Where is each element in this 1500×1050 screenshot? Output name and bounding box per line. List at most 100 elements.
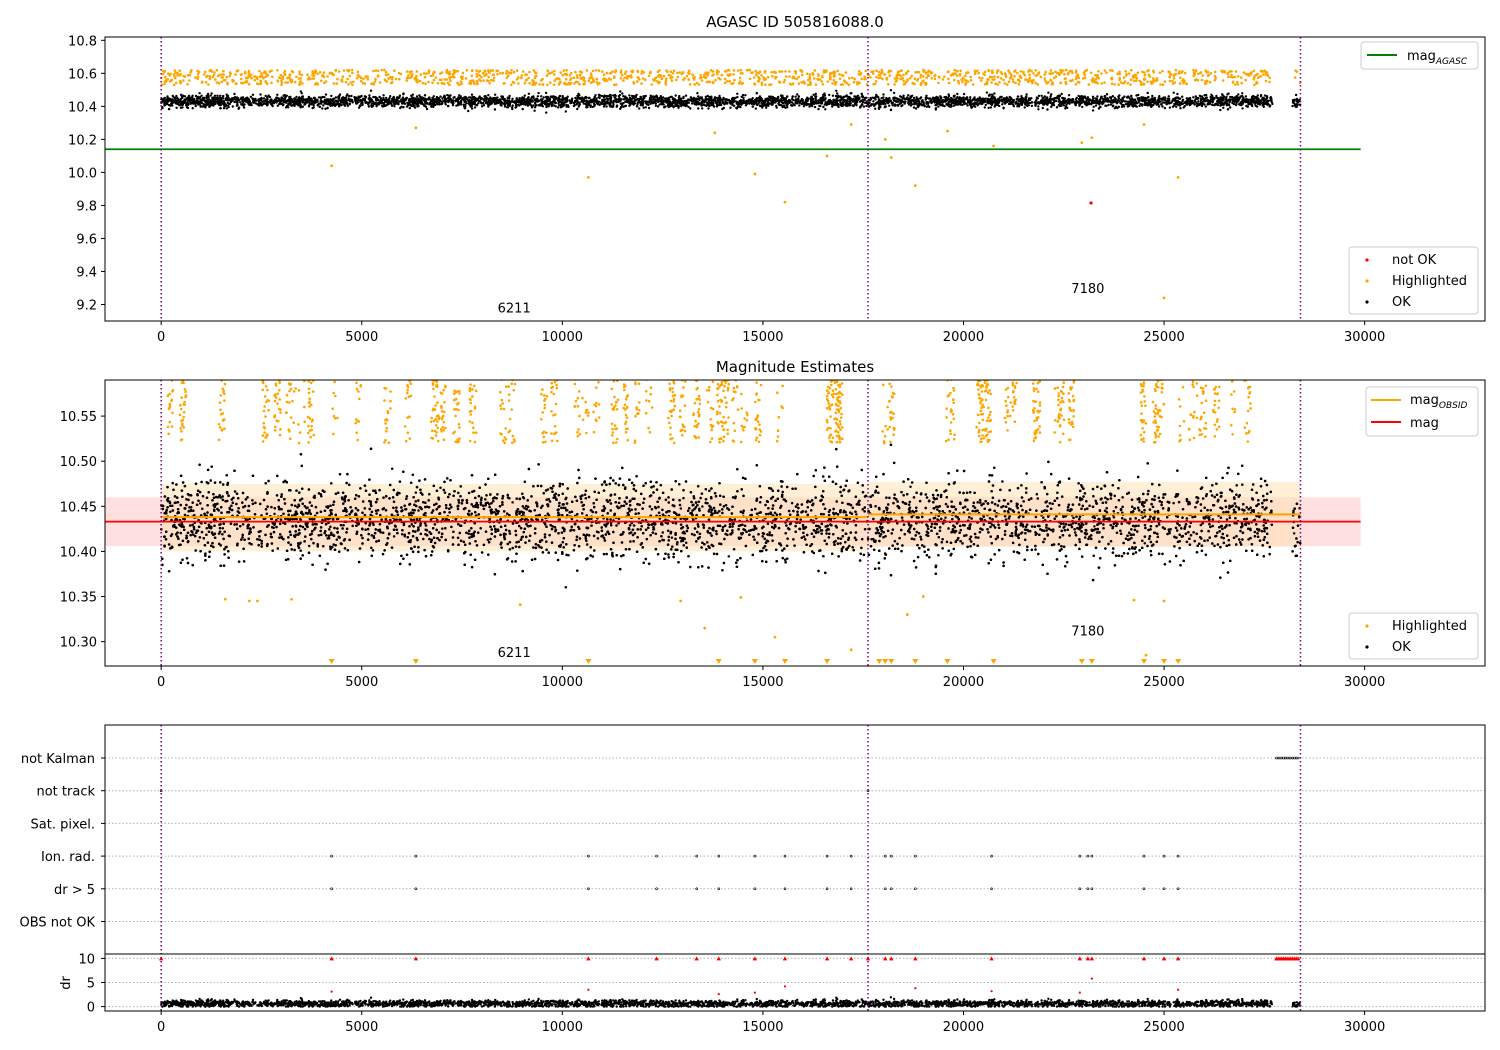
ok-point	[348, 103, 351, 106]
highlighted-point	[688, 83, 692, 86]
highlighted-point	[1117, 83, 1120, 86]
highlighted-point	[687, 69, 691, 73]
ok-point	[1271, 102, 1274, 106]
highlighted-point	[993, 75, 996, 78]
highlighted-point	[346, 77, 349, 81]
highlighted-point	[1045, 82, 1048, 85]
highlighted-point	[247, 72, 250, 75]
highlighted-point	[172, 73, 176, 76]
highlighted-point	[510, 83, 513, 87]
highlighted-point	[503, 81, 506, 85]
ok-point	[443, 96, 447, 99]
highlighted-point	[1192, 68, 1195, 72]
panel-agasc-title: AGASC ID 505816088.0	[706, 13, 884, 31]
highlighted-point	[341, 75, 345, 78]
highlighted-point	[1013, 69, 1017, 72]
highlighted-point	[570, 77, 573, 80]
ok-point	[1037, 105, 1040, 108]
highlighted-point	[1125, 72, 1128, 76]
ok-point	[735, 100, 738, 103]
highlighted-point	[264, 75, 268, 79]
highlighted-point	[347, 83, 350, 86]
highlighted-point	[348, 74, 352, 78]
ok-point	[716, 96, 720, 100]
highlighted-point	[913, 77, 917, 80]
highlighted-point	[670, 79, 674, 82]
highlighted-point	[996, 69, 999, 72]
highlighted-point	[962, 76, 965, 80]
highlighted-point	[933, 74, 936, 78]
highlighted-point	[996, 75, 1000, 79]
highlighted-point	[592, 78, 595, 82]
ok-point	[925, 96, 929, 100]
ok-point	[1046, 108, 1049, 111]
highlighted-point	[1097, 70, 1100, 73]
highlighted-point	[1004, 75, 1008, 79]
highlighted-point	[714, 78, 717, 82]
highlighted-point	[334, 69, 338, 72]
highlighted-point	[485, 72, 488, 76]
highlighted-point	[823, 71, 826, 74]
highlighted-point	[699, 76, 702, 80]
highlighted-point	[218, 73, 221, 77]
ok-point	[399, 106, 402, 110]
highlighted-point	[1136, 71, 1140, 75]
ok-point	[1091, 109, 1095, 112]
highlighted-point	[376, 69, 380, 73]
ok-point	[981, 101, 984, 105]
ok-point	[381, 105, 385, 108]
highlighted-point	[826, 80, 830, 83]
highlighted-point	[534, 71, 537, 74]
highlighted-point	[726, 80, 729, 83]
ok-point	[597, 100, 601, 104]
highlighted-point	[1122, 81, 1126, 85]
highlighted-point	[1158, 71, 1162, 75]
highlighted-point	[958, 74, 962, 77]
highlighted-point	[169, 72, 172, 76]
ok-point	[729, 106, 732, 109]
highlighted-point	[757, 80, 761, 83]
highlighted-point	[801, 73, 804, 77]
highlighted-point	[650, 83, 653, 86]
highlighted-point	[895, 73, 899, 77]
highlighted-point	[456, 69, 460, 73]
highlighted-point	[857, 72, 861, 76]
ok-point	[413, 106, 417, 109]
highlighted-point	[924, 72, 928, 75]
highlighted-point	[1252, 78, 1256, 81]
highlighted-point	[843, 79, 846, 82]
highlighted-point	[200, 81, 204, 84]
highlighted-point	[440, 78, 443, 81]
highlighted-point	[774, 77, 777, 80]
highlighted-point	[1131, 75, 1135, 78]
highlighted-point	[1111, 69, 1114, 72]
highlighted-point	[549, 81, 552, 84]
highlighted-point	[587, 175, 590, 179]
highlighted-point	[258, 75, 262, 78]
highlighted-point	[1083, 73, 1086, 76]
ok-point	[201, 96, 205, 100]
highlighted-point	[517, 82, 520, 85]
highlighted-point	[923, 81, 927, 85]
highlighted-point	[570, 71, 573, 75]
highlighted-point	[1293, 76, 1297, 79]
highlighted-point	[665, 69, 668, 72]
ok-point	[824, 108, 827, 111]
highlighted-point	[419, 73, 423, 76]
highlighted-point	[817, 74, 820, 77]
ok-point	[848, 100, 851, 103]
ok-point	[355, 96, 358, 99]
highlighted-point	[603, 79, 607, 83]
highlighted-point	[1049, 79, 1053, 82]
highlighted-point	[445, 70, 448, 74]
highlighted-point	[1143, 77, 1146, 80]
highlighted-point	[825, 69, 828, 72]
highlighted-point	[1094, 78, 1098, 81]
highlighted-point	[280, 81, 284, 85]
highlighted-point	[344, 80, 348, 84]
highlighted-point	[587, 79, 591, 83]
ok-point	[575, 103, 578, 106]
ok-point	[793, 104, 796, 107]
ok-point	[587, 102, 591, 105]
ok-point	[1205, 96, 1208, 100]
